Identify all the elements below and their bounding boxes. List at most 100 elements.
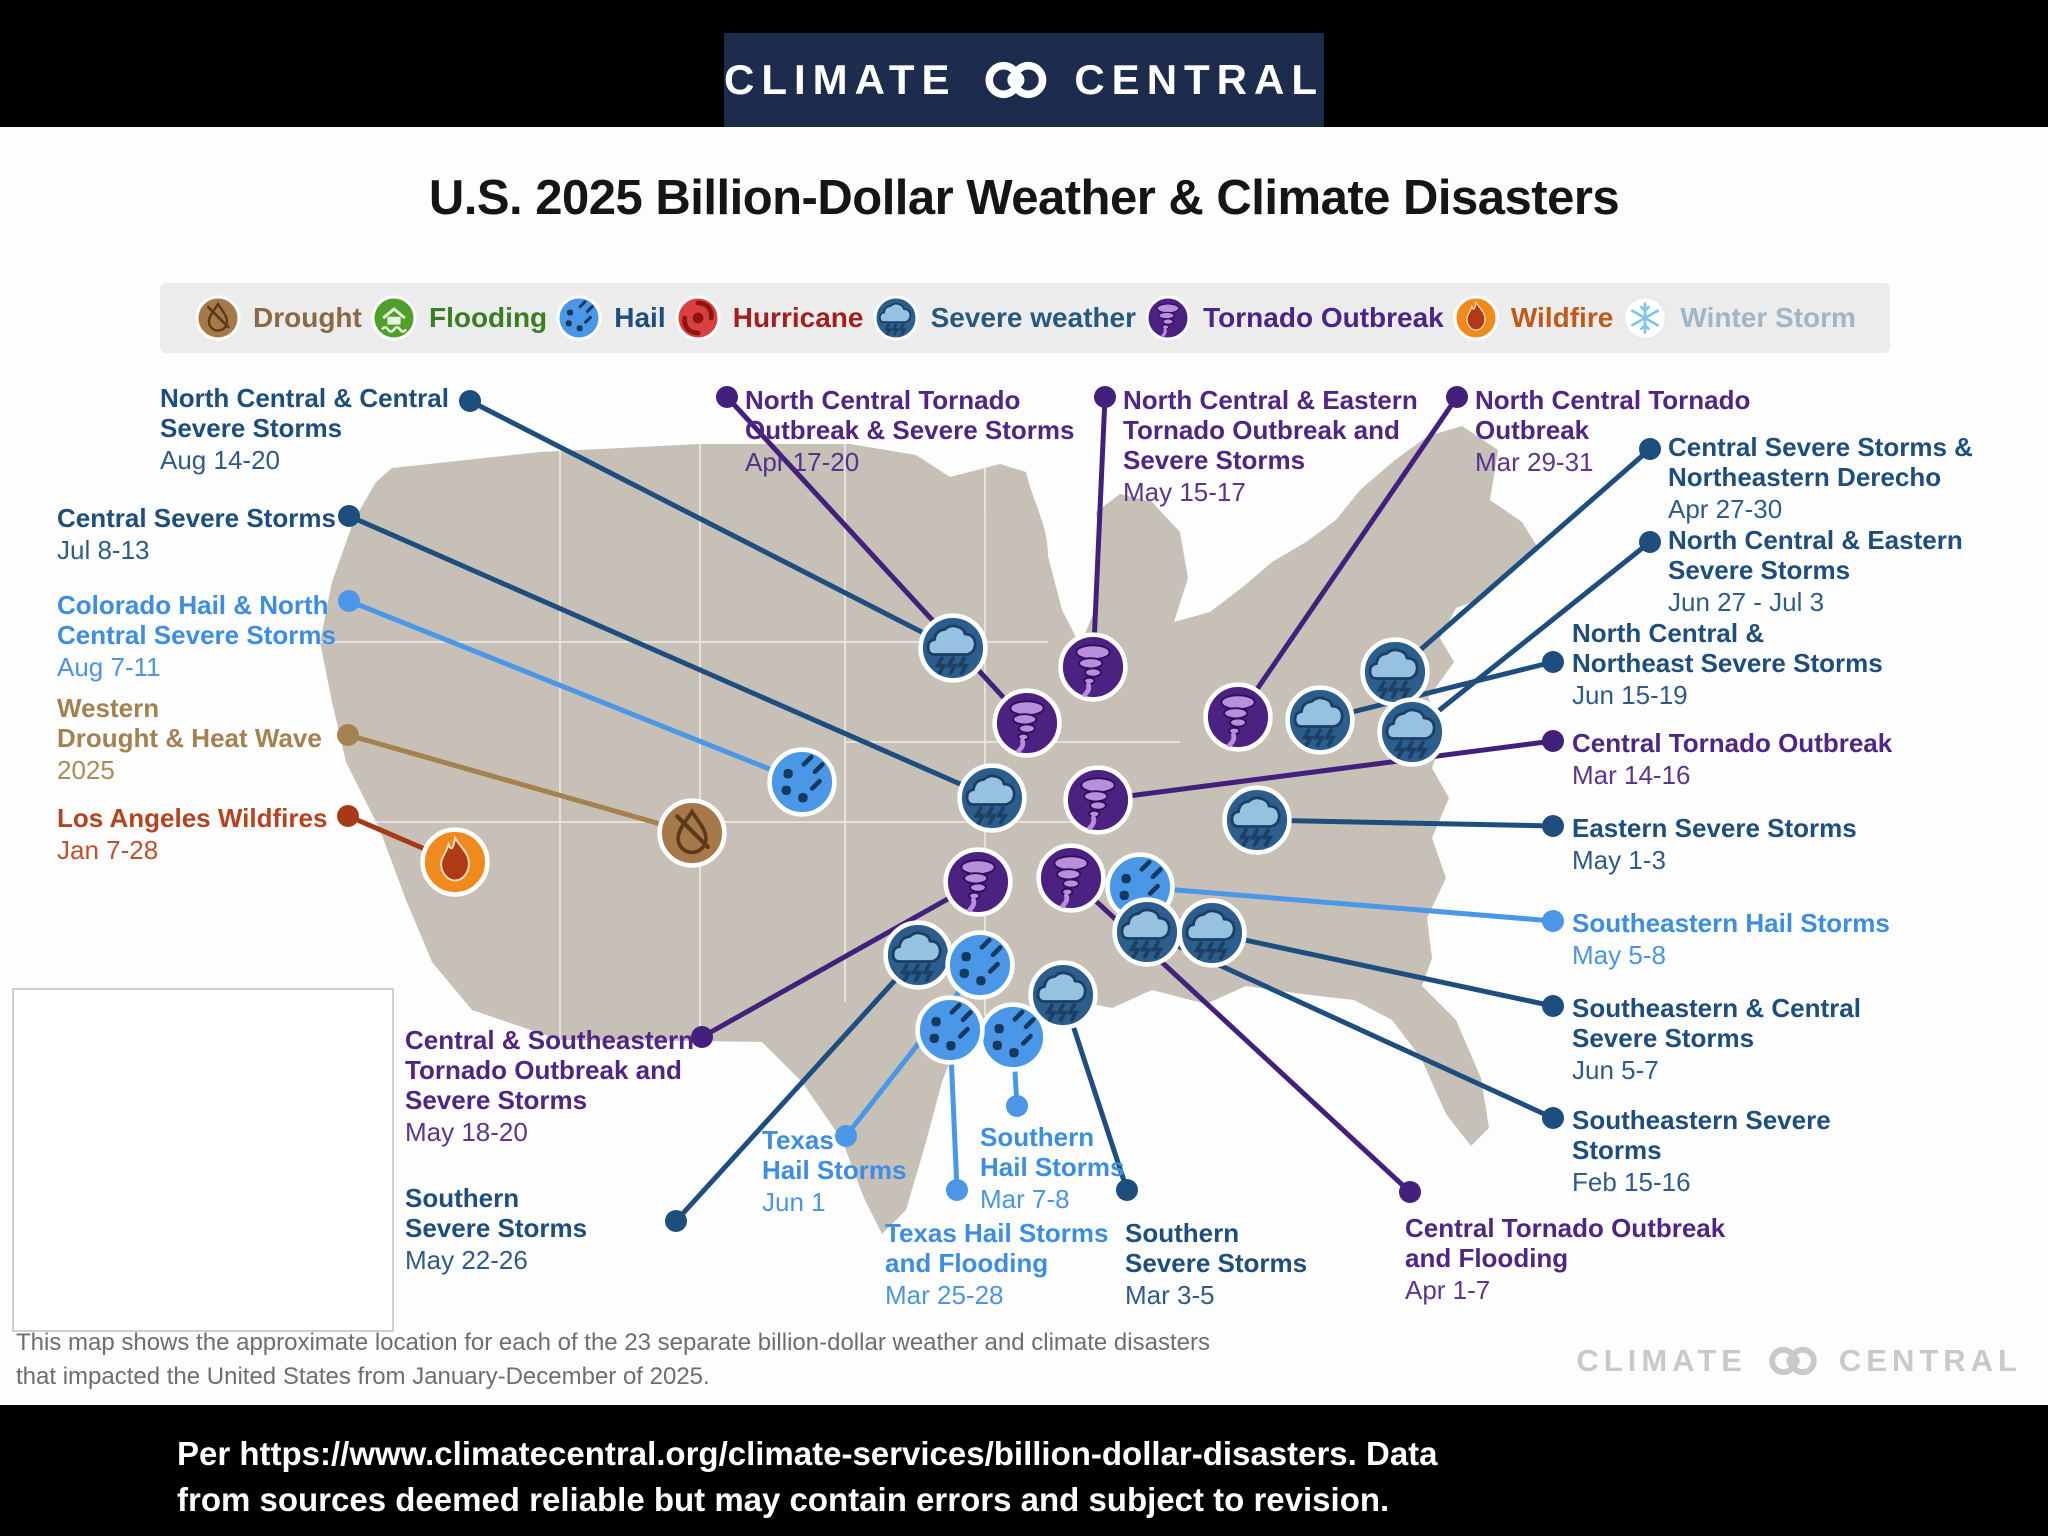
leader-line [1090, 394, 1108, 670]
label-dot [1542, 910, 1564, 932]
disclaimer-bar: Per https://www.climatecentral.org/clima… [0, 1405, 2048, 1536]
logo-word-climate: CLIMATE [724, 56, 957, 103]
leader-line [1235, 394, 1460, 720]
label-dot [1542, 995, 1564, 1017]
tornado-icon [1061, 635, 1126, 700]
label-dot [691, 1026, 713, 1048]
label-dot [1542, 730, 1564, 752]
leader-line [467, 398, 956, 651]
severe-icon [1115, 900, 1180, 965]
leader-line [1137, 884, 1556, 924]
label-dot [337, 805, 359, 827]
winter-icon [1621, 294, 1669, 342]
hail-icon [770, 750, 835, 815]
leader-line [843, 962, 983, 1139]
alaska-inset-box [12, 988, 394, 1332]
label-dot [459, 390, 481, 412]
leader-line [1409, 539, 1653, 735]
label-dot [1399, 1181, 1421, 1203]
leader-lines [345, 394, 1653, 1224]
severe-icon [886, 923, 951, 988]
label-dot [835, 1125, 857, 1147]
legend-label: Severe weather [930, 302, 1137, 333]
label-dot [1542, 1107, 1564, 1129]
disclaimer-line: Per https://www.climatecentral.org/clima… [177, 1435, 1438, 1472]
legend-label: Flooding [428, 302, 548, 333]
hail-icon [918, 998, 983, 1063]
legend-item-hail: Hail [555, 294, 666, 342]
label-dot [946, 1179, 968, 1201]
hurricane-icon [674, 294, 722, 342]
legend-label: Tornado Outbreak [1203, 302, 1444, 333]
label-dot [1006, 1095, 1028, 1117]
leader-line [345, 732, 695, 836]
watermark-central: CENTRAL [1838, 1343, 2022, 1378]
severe-icon [1031, 963, 1096, 1028]
legend-label: Hurricane [732, 302, 864, 333]
logo-word-central: CENTRAL [1074, 56, 1324, 103]
severe-icon [1363, 640, 1428, 705]
severe-icon [872, 294, 920, 342]
legend-label: Wildfire [1510, 302, 1614, 333]
hail-icon [555, 294, 603, 342]
leader-line [673, 952, 921, 1224]
hail-icon [948, 933, 1013, 998]
leader-line [1317, 659, 1556, 723]
tornado-icon [1206, 685, 1271, 750]
label-dot [338, 505, 360, 527]
severe-icon [921, 616, 986, 681]
legend-label: Hail [614, 302, 666, 333]
tornado-icon [1144, 294, 1192, 342]
tornado-icon [1066, 768, 1131, 833]
leader-line [1254, 817, 1556, 829]
wildfire-icon [423, 830, 488, 895]
label-dot [338, 590, 360, 612]
legend-item-flooding: Flooding [370, 294, 547, 342]
severe-icon [1225, 788, 1290, 853]
label-dot [1542, 651, 1564, 673]
footnote-line: This map shows the approximate location … [16, 1329, 1210, 1356]
tornado-icon [946, 850, 1011, 915]
legend-bar: Drought Flooding Hail Hurricane Severe weath… [160, 283, 1890, 353]
label-dot [337, 724, 359, 746]
label-dot [1639, 531, 1661, 553]
label-dots [337, 386, 1661, 1232]
label-dot [1639, 438, 1661, 460]
drought-icon [660, 801, 725, 866]
label-dot [1094, 386, 1116, 408]
legend-item-hurricane: Hurricane [674, 294, 864, 342]
climate-central-logo-icon [984, 61, 1046, 99]
leader-line [346, 513, 995, 801]
leader-line [699, 879, 981, 1040]
tornado-icon [1039, 846, 1104, 911]
severe-icon [1288, 688, 1353, 753]
footnote-line: that impacted the United States from Jan… [16, 1363, 710, 1390]
label-dot [665, 1210, 687, 1232]
climate-central-banner: CLIMATE CENTRAL [724, 33, 1324, 127]
severe-icon [960, 766, 1025, 831]
label-dot [1116, 1179, 1138, 1201]
watermark: CLIMATE CENTRAL [1576, 1340, 2022, 1382]
flooding-icon [370, 294, 418, 342]
label-dot [716, 386, 738, 408]
legend-item-drought: Drought [194, 294, 362, 342]
label-dot [1542, 815, 1564, 837]
legend-item-tornado: Tornado Outbreak [1144, 294, 1444, 342]
watermark-climate: CLIMATE [1576, 1343, 1747, 1378]
label-dot [1446, 386, 1468, 408]
leader-line [1392, 446, 1653, 675]
page-title: U.S. 2025 Billion-Dollar Weather & Clima… [428, 171, 1620, 225]
legend-item-severe: Severe weather [872, 294, 1136, 342]
leader-line [346, 598, 805, 785]
legend-item-wildfire: Wildfire [1452, 294, 1613, 342]
drought-icon [194, 294, 242, 342]
legend-label: Drought [253, 302, 362, 333]
watermark-logo-icon [1769, 1346, 1817, 1376]
leader-line [1209, 930, 1556, 1009]
tornado-icon [995, 691, 1060, 756]
leader-line [1095, 738, 1556, 803]
legend-item-winter: Winter Storm [1621, 294, 1856, 342]
legend-label: Winter Storm [1680, 302, 1856, 333]
